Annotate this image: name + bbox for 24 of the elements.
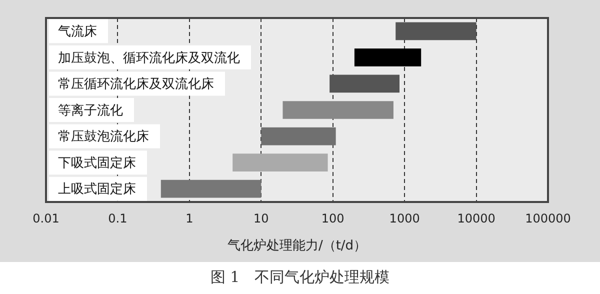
bar bbox=[330, 74, 400, 93]
y-tick-label: 等离子流化 bbox=[58, 102, 123, 118]
x-tick-label: 10000 bbox=[457, 211, 496, 226]
y-tick-label: 常压循环流化床及双流化床 bbox=[58, 76, 214, 92]
y-tick-label: 下吸式固定床 bbox=[58, 156, 136, 171]
bar bbox=[160, 180, 262, 198]
bar bbox=[261, 127, 336, 146]
x-tick-label: 100000 bbox=[525, 211, 571, 226]
y-tick-label: 上吸式固定床 bbox=[58, 182, 136, 198]
bar bbox=[396, 22, 476, 40]
x-tick-label: 10 bbox=[254, 211, 269, 226]
bar bbox=[232, 154, 328, 172]
text: 图 1 不同气化炉处理规模 bbox=[209, 268, 391, 287]
x-tick-label: 100 bbox=[321, 211, 344, 226]
y-tick-label: 气流床 bbox=[58, 24, 97, 40]
x-tick-label: 0.1 bbox=[108, 211, 128, 226]
y-tick-label: 加压鼓泡、循环流化床及双流化 bbox=[58, 50, 240, 66]
x-axis-title: 气化炉处理能力/（t/d） bbox=[227, 238, 367, 254]
y-tick-label: 常压鼓泡流化床 bbox=[58, 128, 149, 145]
x-tick-label: 1 bbox=[186, 211, 194, 226]
bar bbox=[282, 101, 394, 119]
bar bbox=[354, 48, 422, 66]
x-tick-label: 0.01 bbox=[32, 211, 60, 226]
x-tick-label: 1000 bbox=[389, 211, 420, 226]
